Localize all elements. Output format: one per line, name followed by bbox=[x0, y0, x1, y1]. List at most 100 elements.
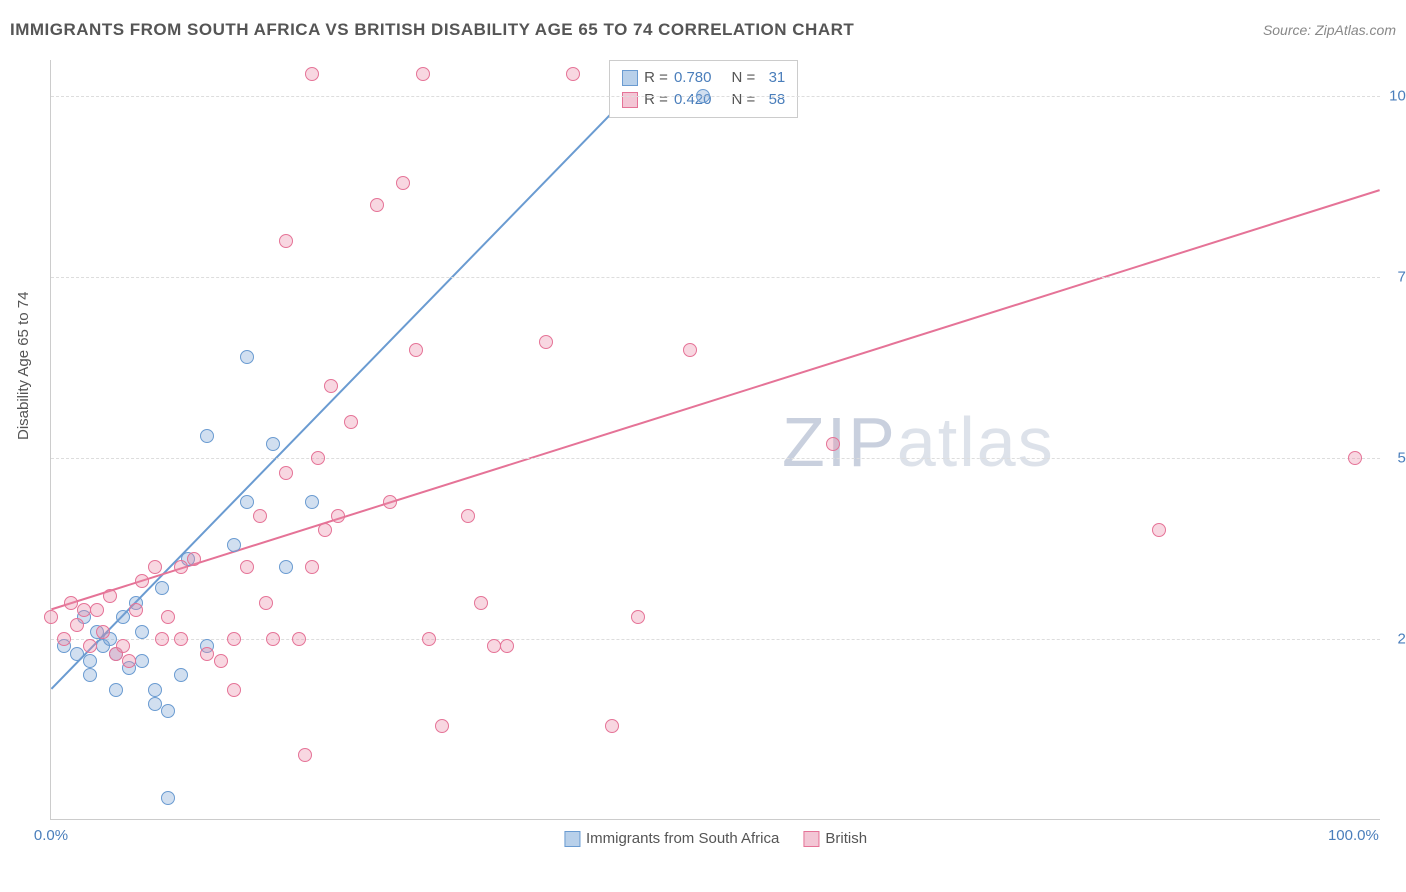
data-point bbox=[109, 683, 123, 697]
legend-item-series-1: Immigrants from South Africa bbox=[564, 830, 779, 847]
data-point bbox=[122, 654, 136, 668]
data-point bbox=[161, 610, 175, 624]
data-point bbox=[161, 704, 175, 718]
data-point bbox=[500, 639, 514, 653]
gridline bbox=[51, 277, 1380, 278]
data-point bbox=[83, 639, 97, 653]
xtick-max: 100.0% bbox=[1328, 827, 1379, 844]
data-point bbox=[96, 625, 110, 639]
legend-swatch-bottom-2 bbox=[803, 831, 819, 847]
data-point bbox=[103, 589, 117, 603]
legend-swatch-2 bbox=[622, 92, 638, 108]
data-point bbox=[298, 748, 312, 762]
data-point bbox=[1152, 523, 1166, 537]
source-label: Source: ZipAtlas.com bbox=[1263, 22, 1396, 38]
data-point bbox=[566, 67, 580, 81]
ytick-label: 75.0% bbox=[1385, 269, 1406, 286]
watermark: ZIPatlas bbox=[782, 402, 1055, 482]
data-point bbox=[83, 668, 97, 682]
plot-area: ZIPatlas R = 0.780 N = 31 R = 0.420 N = … bbox=[50, 60, 1380, 820]
gridline bbox=[51, 96, 1380, 97]
data-point bbox=[135, 574, 149, 588]
data-point bbox=[631, 610, 645, 624]
chart-title: IMMIGRANTS FROM SOUTH AFRICA VS BRITISH … bbox=[10, 20, 854, 40]
data-point bbox=[461, 509, 475, 523]
data-point bbox=[155, 632, 169, 646]
data-point bbox=[116, 610, 130, 624]
data-point bbox=[318, 523, 332, 537]
data-point bbox=[70, 647, 84, 661]
data-point bbox=[696, 89, 710, 103]
data-point bbox=[279, 466, 293, 480]
data-point bbox=[344, 415, 358, 429]
data-point bbox=[435, 719, 449, 733]
data-point bbox=[266, 632, 280, 646]
data-point bbox=[416, 67, 430, 81]
data-point bbox=[305, 67, 319, 81]
data-point bbox=[57, 632, 71, 646]
data-point bbox=[539, 335, 553, 349]
ytick-label: 25.0% bbox=[1385, 631, 1406, 648]
data-point bbox=[396, 176, 410, 190]
data-point bbox=[227, 632, 241, 646]
data-point bbox=[422, 632, 436, 646]
data-point bbox=[383, 495, 397, 509]
data-point bbox=[487, 639, 501, 653]
data-point bbox=[90, 603, 104, 617]
data-point bbox=[161, 791, 175, 805]
ytick-label: 50.0% bbox=[1385, 450, 1406, 467]
data-point bbox=[187, 552, 201, 566]
data-point bbox=[311, 451, 325, 465]
regression-lines bbox=[51, 60, 1380, 819]
data-point bbox=[200, 647, 214, 661]
data-point bbox=[253, 509, 267, 523]
data-point bbox=[214, 654, 228, 668]
legend-swatch-1 bbox=[622, 70, 638, 86]
data-point bbox=[259, 596, 273, 610]
data-point bbox=[148, 560, 162, 574]
data-point bbox=[240, 560, 254, 574]
data-point bbox=[370, 198, 384, 212]
data-point bbox=[135, 625, 149, 639]
data-point bbox=[174, 560, 188, 574]
data-point bbox=[174, 668, 188, 682]
data-point bbox=[70, 618, 84, 632]
data-point bbox=[64, 596, 78, 610]
data-point bbox=[44, 610, 58, 624]
data-point bbox=[148, 683, 162, 697]
legend-row-series-1: R = 0.780 N = 31 bbox=[622, 67, 785, 89]
title-bar: IMMIGRANTS FROM SOUTH AFRICA VS BRITISH … bbox=[10, 20, 1396, 40]
data-point bbox=[200, 429, 214, 443]
ytick-label: 100.0% bbox=[1385, 88, 1406, 105]
data-point bbox=[279, 560, 293, 574]
data-point bbox=[174, 632, 188, 646]
gridline bbox=[51, 458, 1380, 459]
data-point bbox=[305, 495, 319, 509]
data-point bbox=[227, 538, 241, 552]
data-point bbox=[227, 683, 241, 697]
data-point bbox=[266, 437, 280, 451]
data-point bbox=[279, 234, 293, 248]
data-point bbox=[324, 379, 338, 393]
data-point bbox=[116, 639, 130, 653]
data-point bbox=[683, 343, 697, 357]
data-point bbox=[77, 603, 91, 617]
data-point bbox=[129, 603, 143, 617]
data-point bbox=[155, 581, 169, 595]
gridline bbox=[51, 639, 1380, 640]
data-point bbox=[605, 719, 619, 733]
series-legend: Immigrants from South Africa British bbox=[564, 830, 867, 847]
data-point bbox=[135, 654, 149, 668]
xtick-min: 0.0% bbox=[34, 827, 68, 844]
data-point bbox=[826, 437, 840, 451]
data-point bbox=[148, 697, 162, 711]
y-axis-label: Disability Age 65 to 74 bbox=[15, 292, 32, 440]
data-point bbox=[240, 495, 254, 509]
data-point bbox=[409, 343, 423, 357]
data-point bbox=[292, 632, 306, 646]
data-point bbox=[240, 350, 254, 364]
legend-swatch-bottom-1 bbox=[564, 831, 580, 847]
data-point bbox=[83, 654, 97, 668]
legend-item-series-2: British bbox=[803, 830, 867, 847]
data-point bbox=[474, 596, 488, 610]
